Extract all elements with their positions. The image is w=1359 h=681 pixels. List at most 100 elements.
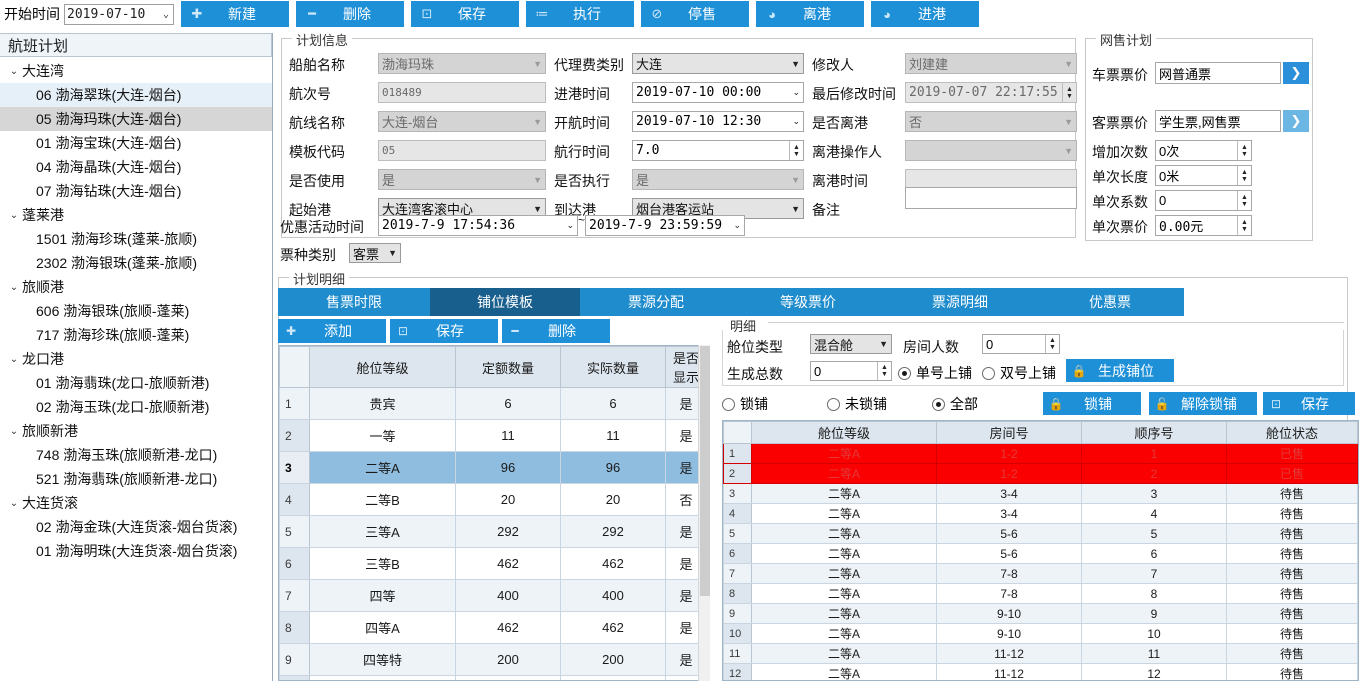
toolbar-button-停售[interactable]: ⊘ 停售	[641, 1, 749, 27]
chevron-down-icon[interactable]: ⌄	[9, 353, 19, 365]
table-cell[interactable]: 座席	[309, 675, 456, 680]
table-cell[interactable]: 9-10	[936, 623, 1082, 644]
table-cell[interactable]: 11	[560, 419, 666, 452]
table-row[interactable]: 6 二等A 5-6 6 待售	[723, 543, 1358, 564]
cabin-class-grid-header[interactable]: 定额数量	[455, 346, 561, 388]
table-cell[interactable]: 待售	[1226, 563, 1358, 584]
tab-铺位模板[interactable]: 铺位模板	[430, 288, 580, 316]
tab-等级票价[interactable]: 等级票价	[780, 294, 836, 310]
table-cell[interactable]: 200	[455, 643, 561, 676]
row-number[interactable]: 3	[723, 483, 752, 504]
table-cell[interactable]: 待售	[1226, 583, 1358, 604]
sidebar-item[interactable]: 01 渤海明珠(大连货滚-烟台货滚)	[36, 543, 238, 559]
spinner-icon[interactable]: ▲ ▼	[877, 362, 891, 380]
toolbar-button-保存[interactable]: ⊡ 保存	[411, 1, 519, 27]
table-cell[interactable]: 四等	[309, 579, 456, 612]
row-number[interactable]: 7	[279, 579, 310, 612]
table-row[interactable]: 6 三等B 462 462 是	[279, 547, 707, 580]
sidebar-group-蓬莱港[interactable]: ⌄ 蓬莱港	[0, 203, 272, 227]
row-number[interactable]: 1	[723, 443, 752, 464]
table-cell[interactable]: 1-2	[936, 463, 1082, 484]
table-row[interactable]: 7 四等 400 400 是	[279, 579, 707, 612]
table-cell[interactable]: 5	[1081, 523, 1227, 544]
table-cell[interactable]: 11-12	[936, 663, 1082, 680]
sidebar-group-龙口港[interactable]: ⌄ 龙口港	[0, 347, 272, 371]
table-row[interactable]: 11 二等A 11-12 11 待售	[723, 643, 1358, 664]
table-cell[interactable]: 二等A	[751, 543, 937, 564]
sidebar-item[interactable]: 748 渤海玉珠(旅顺新港-龙口)	[36, 447, 218, 463]
table-row[interactable]: 10 二等A 9-10 10 待售	[723, 623, 1358, 644]
table-row[interactable]: 7 二等A 7-8 7 待售	[723, 563, 1358, 584]
tab-票源分配[interactable]: 票源分配	[628, 294, 684, 310]
table-cell[interactable]: 6	[1081, 543, 1227, 564]
is-departed-field[interactable]: 否 ▼	[905, 111, 1077, 132]
berth-save-button[interactable]: ⊡ 保存	[1263, 392, 1355, 415]
table-cell[interactable]: 四等A	[309, 611, 456, 644]
table-cell[interactable]: 二等A	[309, 451, 456, 484]
table-cell[interactable]: 三等B	[309, 547, 456, 580]
row-number[interactable]: 12	[723, 663, 752, 680]
row-number[interactable]: 3	[279, 451, 310, 484]
car-fare-field[interactable]: 网普通票	[1155, 62, 1281, 84]
even-upper-radio[interactable]: 双号上铺	[982, 363, 1056, 383]
room-people-spinner[interactable]: 0 ▲ ▼	[982, 334, 1060, 354]
sidebar-item[interactable]: 05 渤海玛珠(大连-烟台)	[0, 107, 272, 131]
table-row[interactable]: 2 一等 11 11 是	[279, 419, 707, 452]
table-cell[interactable]: 二等A	[751, 563, 937, 584]
berth-grid-header[interactable]: 舱位状态	[1226, 421, 1358, 444]
sidebar-group-旅顺新港[interactable]: ⌄ 旅顺新港	[0, 419, 272, 443]
spinner-icon[interactable]: ▲ ▼	[1045, 335, 1059, 353]
sidebar-item[interactable]: 02 渤海金珠(大连货滚-烟台货滚)	[36, 519, 238, 535]
route-name-field[interactable]: 大连-烟台 ▼	[378, 111, 546, 132]
table-cell[interactable]: 二等A	[751, 643, 937, 664]
table-cell[interactable]: 292	[560, 515, 666, 548]
detail-action-删除[interactable]: ━ 删除	[502, 319, 610, 343]
table-row[interactable]: 4 二等B 20 20 否	[279, 483, 707, 516]
table-cell[interactable]: 6	[455, 387, 561, 420]
table-row[interactable]: 8 二等A 7-8 8 待售	[723, 583, 1358, 604]
table-cell[interactable]: 462	[455, 611, 561, 644]
table-row[interactable]: 9 四等特 200 200 是	[279, 643, 707, 676]
table-cell[interactable]: 11	[1081, 643, 1227, 664]
toolbar-button-离港[interactable]: ◕ 离港	[756, 1, 864, 27]
executed-field[interactable]: 是 ▼	[632, 169, 804, 190]
lock-berth-button[interactable]: 🔒 锁铺	[1043, 392, 1141, 415]
pax-fare-field[interactable]: 学生票,网售票	[1155, 110, 1281, 132]
spinner-icon[interactable]: ▲ ▼	[1237, 166, 1251, 185]
chevron-down-icon[interactable]: ⌄	[9, 425, 19, 437]
sidebar-item[interactable]: 01 渤海翡珠(龙口-旅顺新港)	[36, 375, 210, 391]
add-count-spinner[interactable]: 0次 ▲ ▼	[1155, 140, 1252, 161]
last-modified-field[interactable]: 2019-07-07 22:17:55 ▲ ▼	[905, 82, 1077, 103]
table-cell[interactable]: 6	[560, 387, 666, 420]
sidebar-item[interactable]: 717 渤海珍珠(旅顺-蓬莱)	[36, 327, 190, 343]
berth-grid-header[interactable]: 舱位等级	[751, 421, 937, 444]
table-cell[interactable]: 9-10	[936, 603, 1082, 624]
arrive-time-input[interactable]: 2019-07-10 00:00 ⌄	[632, 82, 804, 103]
sidebar-item[interactable]: 606 渤海银珠(旅顺-蓬莱)	[36, 303, 190, 319]
scrollbar-thumb[interactable]	[700, 346, 710, 596]
table-row[interactable]: 1 贵宾 6 6 是	[279, 387, 707, 420]
sidebar-group-大连湾[interactable]: ⌄ 大连湾	[0, 59, 272, 83]
chevron-down-icon[interactable]: ⌄	[9, 497, 19, 509]
table-cell[interactable]: 待售	[1226, 603, 1358, 624]
berth-grid-header[interactable]	[723, 421, 752, 444]
toolbar-button-删除[interactable]: ━ 删除	[296, 1, 404, 27]
row-number[interactable]: 11	[723, 643, 752, 664]
table-cell[interactable]: 400	[560, 579, 666, 612]
table-cell[interactable]: 11-12	[936, 643, 1082, 664]
table-cell[interactable]: 二等A	[751, 623, 937, 644]
table-cell[interactable]: 四等特	[309, 643, 456, 676]
sidebar-item[interactable]: 06 渤海翠珠(大连-烟台)	[0, 83, 272, 107]
table-cell[interactable]: 5-6	[936, 543, 1082, 564]
table-row[interactable]: 3 二等A 96 96 是	[279, 451, 707, 484]
table-cell[interactable]: 已售	[1226, 463, 1358, 484]
filter-all-radio[interactable]: 全部	[932, 394, 978, 414]
total-gen-spinner[interactable]: 0 ▲ ▼	[810, 361, 892, 381]
row-number[interactable]: 6	[723, 543, 752, 564]
end-port-select[interactable]: 烟台港客运站 ▼	[632, 198, 804, 219]
table-row[interactable]: 5 二等A 5-6 5 待售	[723, 523, 1358, 544]
row-number[interactable]: 4	[723, 503, 752, 524]
table-cell[interactable]: 5-6	[936, 523, 1082, 544]
table-cell[interactable]: 281	[560, 675, 666, 680]
ship-name-field[interactable]: 渤海玛珠 ▼	[378, 53, 546, 74]
